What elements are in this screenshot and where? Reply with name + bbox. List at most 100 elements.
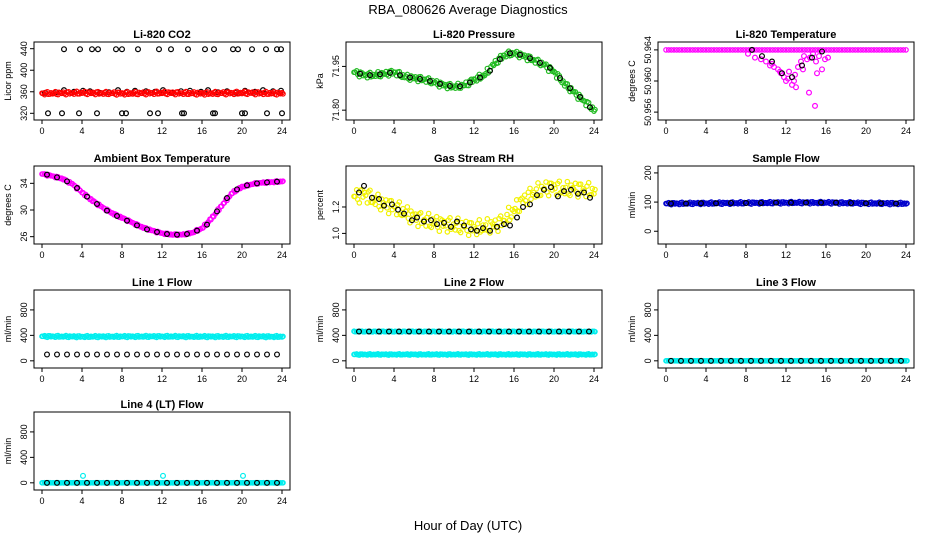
data-point [447,82,454,89]
data-point [446,328,453,335]
data-point [377,206,384,213]
data-point [812,58,819,65]
data-point [179,110,186,117]
data-point [881,47,888,53]
data-point [409,217,416,224]
data-point [809,47,816,53]
data-point [144,226,151,233]
data-point [564,351,571,357]
data-point [357,70,364,77]
data-point [278,46,285,53]
data-point [356,352,363,358]
data-point [900,47,907,53]
data-point [516,352,523,358]
x-tick-label: 4 [703,126,708,136]
data-point [53,174,60,181]
data-point [436,328,443,335]
data-point [778,70,785,77]
data-point [524,352,531,358]
data-point [580,189,587,196]
y-axis-label: Licor ppm [3,61,13,101]
x-tick-label: 4 [79,496,84,506]
data-point [884,47,891,53]
data-point [887,47,893,53]
y-tick-label: 400 [19,450,29,465]
data-point [396,199,403,205]
data-point [679,47,685,53]
data-point [407,74,414,81]
x-tick-label: 20 [861,126,871,136]
data-point [787,199,794,206]
y-axis-label: ml/min [315,316,325,343]
data-point [480,225,487,232]
data-point [134,479,141,486]
data-point [280,178,286,184]
data-point [873,47,880,53]
data-point [63,351,70,358]
data-point [528,196,534,202]
y-tick-label: 1.0 [331,227,341,240]
data-point [556,75,563,82]
data-point [785,47,792,53]
data-point [697,357,704,364]
y-tick-label: 440 [19,41,29,56]
data-point [423,223,429,229]
data-point [808,54,815,61]
data-point [716,47,723,53]
data-point [727,357,734,364]
data-point [388,197,395,204]
y-tick-label: 100 [643,195,653,210]
data-point [767,357,774,364]
data-point [876,47,883,53]
data-point [555,328,562,335]
x-tick-label: 20 [237,126,247,136]
data-point [547,184,554,191]
data-point [457,229,464,236]
data-point [377,352,384,358]
data-point [387,69,394,76]
x-tick-label: 8 [119,250,124,260]
data-point [204,351,211,358]
data-point [144,479,151,486]
data-point [697,47,704,53]
data-point [802,199,809,206]
data-point [524,201,531,208]
data-point [825,47,832,53]
data-point [857,47,864,53]
x-tick-label: 20 [237,374,247,384]
panel-title: Ambient Box Temperature [94,153,231,165]
data-point [456,328,463,335]
data-point [212,110,219,117]
data-point [575,352,581,358]
data-point [903,47,909,53]
data-point [511,208,517,215]
data-point [897,47,904,53]
data-point [224,351,231,358]
data-point [404,204,411,210]
series-ambient-black [43,171,281,238]
data-point [681,47,688,53]
data-point [527,185,533,192]
panel-line-4-lt-flow: Line 4 (LT) Flow 0 4 8 12 16 20 24 0 400 800 ml/min [3,399,291,506]
data-point [564,178,571,185]
x-tick-label: 12 [781,250,791,260]
data-point [395,206,402,213]
series-temp-magenta-line [663,47,909,53]
data-point [758,53,765,60]
data-point [274,479,281,486]
data-point [184,479,191,486]
data-point [772,199,779,206]
x-tick-label: 16 [197,126,207,136]
data-point [841,47,848,53]
data-point [280,91,286,97]
data-point [497,52,504,59]
x-tick-label: 16 [197,250,207,260]
data-point [832,199,839,206]
data-point [448,223,455,230]
data-point [396,351,403,357]
x-tick-label: 24 [901,250,911,260]
data-point [244,479,251,486]
data-point [889,47,896,53]
data-point [73,479,80,486]
data-point [575,194,581,200]
